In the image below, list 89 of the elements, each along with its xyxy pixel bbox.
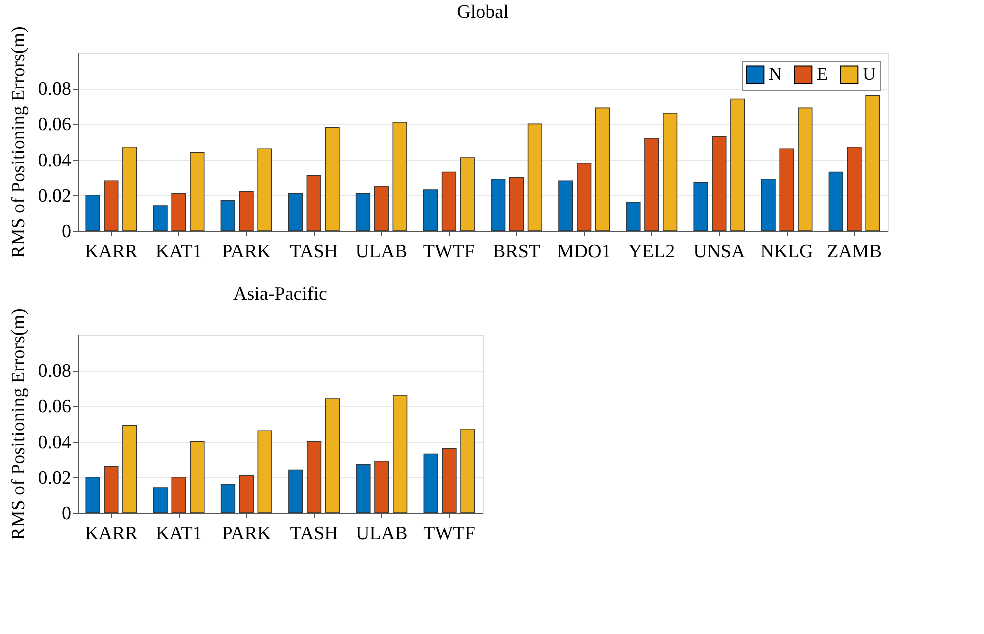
bar bbox=[356, 193, 371, 232]
bar bbox=[86, 195, 100, 232]
bar bbox=[761, 178, 776, 232]
bar bbox=[258, 148, 272, 232]
bar bbox=[558, 180, 574, 232]
bar bbox=[104, 180, 119, 232]
bar bbox=[847, 146, 862, 232]
y-tick-label: 0.02 bbox=[38, 186, 72, 207]
bar bbox=[153, 488, 168, 514]
x-tick-label: KARR bbox=[85, 524, 138, 544]
bar bbox=[190, 441, 205, 514]
x-tick-label: MDO1 bbox=[557, 242, 612, 262]
y-tick-label: 0.04 bbox=[38, 150, 72, 172]
bar bbox=[239, 475, 254, 514]
x-tick-label: PARK bbox=[222, 242, 272, 262]
y-axis-title: RMS of Positioning Errors(m) bbox=[8, 26, 30, 258]
bar bbox=[393, 395, 408, 514]
bar bbox=[306, 175, 322, 232]
bar bbox=[491, 178, 506, 232]
bar bbox=[122, 146, 138, 232]
x-tick-label: TASH bbox=[290, 242, 338, 262]
bar bbox=[392, 122, 408, 232]
bar bbox=[644, 138, 660, 232]
y-tick-label: 0.08 bbox=[38, 79, 72, 100]
bar bbox=[190, 152, 205, 232]
bar bbox=[577, 162, 592, 232]
bar bbox=[288, 470, 304, 514]
x-tick-label: NKLG bbox=[760, 242, 814, 262]
bar bbox=[442, 172, 457, 232]
x-tick-label: TWTF bbox=[423, 242, 476, 262]
bar bbox=[122, 425, 138, 514]
bar bbox=[780, 148, 794, 232]
bar bbox=[694, 182, 708, 232]
bar bbox=[730, 98, 746, 232]
bar bbox=[626, 202, 641, 232]
x-tick-label: TWTF bbox=[424, 524, 476, 544]
y-tick-label: 0 bbox=[62, 222, 72, 242]
bar bbox=[288, 193, 303, 232]
bar bbox=[460, 428, 476, 514]
y-tick-label: 0.06 bbox=[38, 114, 72, 136]
y-axis-title: RMS of Positioning Errors(m) bbox=[8, 308, 30, 540]
x-tick-label: TASH bbox=[290, 524, 339, 544]
bar bbox=[153, 206, 168, 232]
legend-label: E bbox=[817, 64, 828, 84]
x-tick-label: KAT1 bbox=[156, 242, 202, 262]
x-tick-label: ULAB bbox=[356, 242, 408, 262]
bar bbox=[712, 136, 727, 232]
x-tick-label: KARR bbox=[85, 242, 138, 262]
bar bbox=[86, 477, 100, 514]
y-tick-label: 0 bbox=[62, 504, 72, 524]
bar bbox=[424, 454, 438, 514]
bar bbox=[306, 441, 322, 514]
bar bbox=[220, 484, 236, 514]
bar bbox=[663, 113, 678, 232]
bar bbox=[828, 172, 844, 232]
x-tick-label: BRST bbox=[493, 242, 541, 262]
x-tick-label: UNSA bbox=[694, 242, 746, 262]
y-tick-label: 0.08 bbox=[38, 361, 72, 382]
bar bbox=[356, 464, 371, 514]
x-tick-label: ZAMB bbox=[827, 242, 882, 262]
x-tick-label: ULAB bbox=[356, 524, 408, 544]
bar bbox=[595, 108, 610, 232]
bar bbox=[460, 158, 475, 232]
bar bbox=[374, 460, 390, 514]
bar bbox=[172, 477, 186, 514]
bar bbox=[325, 127, 340, 232]
chart-title: Global bbox=[457, 2, 509, 24]
bar bbox=[325, 398, 340, 514]
bar bbox=[528, 124, 543, 232]
legend-label: U bbox=[863, 64, 876, 84]
x-tick-label: KAT1 bbox=[156, 524, 202, 544]
bar bbox=[258, 430, 272, 514]
bar bbox=[239, 191, 254, 232]
bar bbox=[423, 190, 438, 232]
bar bbox=[104, 466, 119, 514]
x-tick-label: PARK bbox=[222, 524, 272, 544]
bar bbox=[442, 448, 457, 514]
bar bbox=[798, 108, 813, 232]
bar bbox=[509, 177, 524, 232]
x-tick-label: YEL2 bbox=[628, 242, 676, 262]
chart-title: Asia-Pacific bbox=[234, 284, 328, 306]
legend-label: N bbox=[769, 64, 782, 84]
y-tick-label: 0.04 bbox=[38, 432, 72, 454]
bar bbox=[172, 193, 186, 232]
bar bbox=[866, 95, 880, 232]
y-tick-label: 0.02 bbox=[38, 468, 72, 489]
bar bbox=[374, 186, 389, 232]
y-tick-label: 0.06 bbox=[38, 396, 72, 418]
bar bbox=[220, 200, 236, 232]
